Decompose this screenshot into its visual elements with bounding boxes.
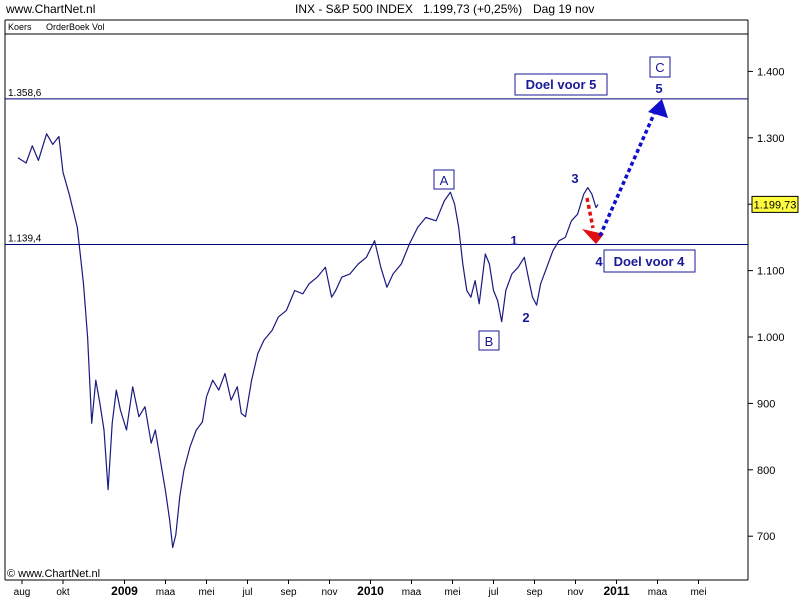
wave-label-b: B [478, 330, 500, 351]
x-tick-label: jul [241, 587, 252, 598]
target-box-wave-5-text: Doel voor 5 [526, 77, 597, 92]
wave-label-c: C [649, 56, 671, 78]
wave-label-b-text: B [485, 334, 494, 349]
last-value-label: 1.199,73 [754, 199, 797, 211]
y-tick-label: 1.400 [757, 66, 785, 78]
x-tick-label: sep [280, 587, 297, 598]
site-name[interactable]: www.ChartNet.nl [6, 2, 96, 16]
x-tick-label: maa [402, 587, 422, 598]
wave-label-a: A [433, 169, 455, 190]
x-tick-label: sep [526, 587, 543, 598]
y-tick-label: 800 [757, 465, 775, 477]
tab-orderboek-vol[interactable]: OrderBoek Vol [46, 22, 105, 32]
wave-label-a-text: A [440, 173, 449, 188]
target-line-upper-label: 1.358,6 [8, 88, 42, 99]
y-tick-label: 900 [757, 398, 775, 410]
x-tick-label: maa [648, 587, 668, 598]
x-tick-label: maa [156, 587, 176, 598]
x-tick-label: aug [14, 587, 31, 598]
tab-koers[interactable]: Koers [8, 22, 32, 32]
x-tick-label: 2010 [357, 584, 384, 598]
x-tick-label: okt [56, 587, 70, 598]
y-tick-label: 1.300 [757, 133, 785, 145]
wave-label-4: 4 [595, 254, 603, 269]
down-projection-line [585, 197, 595, 229]
price-series-line [17, 133, 599, 549]
wave-label-5: 5 [655, 81, 662, 96]
x-tick-label: mei [198, 587, 214, 598]
top-bar: www.ChartNet.nl INX - S&P 500 INDEX 1.19… [0, 0, 800, 18]
wave-label-c-text: C [655, 60, 664, 75]
x-tick-label: 2009 [111, 584, 138, 598]
target-line-lower-label: 1.139,4 [8, 233, 42, 244]
target-box-wave-4: Doel voor 4 [603, 249, 696, 273]
up-projection-line [598, 113, 656, 237]
last-price: 1.199,73 (+0,25%) [423, 2, 523, 16]
wave-label-2: 2 [522, 310, 529, 325]
x-tick-label: 2011 [603, 584, 629, 598]
y-tick-label: 1.000 [757, 332, 785, 344]
period-label: Dag 19 nov [533, 2, 595, 16]
watermark: © www.ChartNet.nl [7, 568, 100, 580]
wave-label-3: 3 [571, 171, 578, 186]
x-tick-label: jul [487, 587, 498, 598]
last-value-marker [751, 195, 799, 213]
up-arrow-head [648, 99, 668, 118]
target-box-wave-4-text: Doel voor 4 [614, 254, 686, 269]
down-arrow-head [582, 229, 604, 244]
y-tick-label: 700 [757, 531, 775, 543]
x-tick-label: nov [567, 587, 583, 598]
instrument-title: INX - S&P 500 INDEX [295, 2, 413, 16]
target-box-wave-5: Doel voor 5 [514, 73, 608, 96]
wave-label-1: 1 [510, 233, 517, 248]
x-tick-label: mei [690, 587, 706, 598]
y-tick-label: 1.100 [757, 266, 785, 278]
x-tick-label: nov [321, 587, 337, 598]
x-tick-label: mei [444, 587, 460, 598]
x-axis-ticks: aug okt 2009 maa mei jul sep nov 2010 maa mei jul se… [14, 580, 707, 598]
